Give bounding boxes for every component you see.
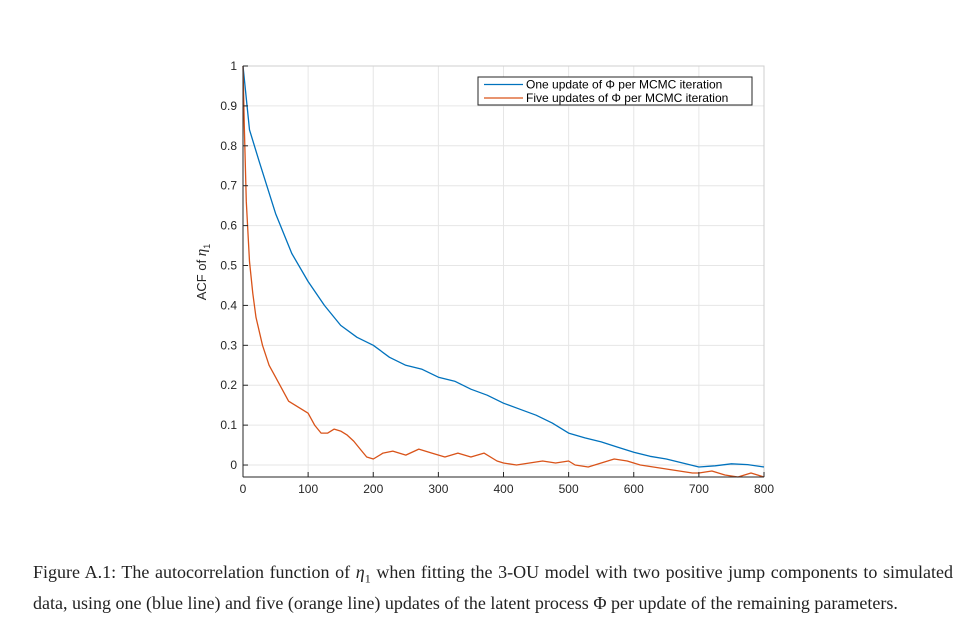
caption-process-symbol: Φ: [593, 592, 607, 613]
y-tick-label: 0.5: [220, 259, 237, 273]
caption-text-after: per update of the remaining parameters.: [606, 592, 898, 613]
x-tick-label: 500: [559, 482, 579, 496]
y-axis-label-symbol: η: [194, 249, 210, 256]
caption-label: Figure A.1:: [33, 562, 122, 582]
figure-caption: Figure A.1: The autocorrelation function…: [33, 560, 953, 615]
y-tick-label: 0.4: [220, 298, 237, 312]
y-axis-label: ACF of η1: [194, 244, 212, 301]
caption-symbol: η: [355, 562, 365, 582]
legend-label-one-update: One update of Φ per MCMC iteration: [526, 78, 722, 92]
y-tick-label: 0.1: [220, 418, 237, 432]
x-axis-ticks: 0 100 200 300 400 500 600 700 800: [240, 472, 774, 496]
acf-chart: 0 100 200 300 400 500 600 700 800 00.10.20.30.40…: [194, 59, 774, 496]
x-tick-label: 800: [754, 482, 774, 496]
caption-subscript: 1: [364, 571, 371, 586]
y-tick-label: 0.7: [220, 179, 237, 193]
y-tick-label: 0: [230, 458, 237, 472]
legend: One update of Φ per MCMC iteration Five …: [477, 76, 753, 106]
x-tick-label: 700: [689, 482, 709, 496]
series-line-one-update: [242, 65, 765, 468]
y-axis-ticks: 0 0.1 0.2 0.3 0.4 0.5 0.6 0.7 0.8 0.9 1: [220, 59, 248, 472]
x-tick-label: 200: [363, 482, 383, 496]
caption-text-before: The autocorrelation function of: [121, 562, 356, 582]
series-layer: [242, 65, 765, 478]
y-tick-label: 0.2: [220, 378, 237, 392]
series-line-five-updates: [242, 65, 765, 478]
x-tick-label: 100: [298, 482, 318, 496]
y-tick-label: 1: [230, 59, 237, 73]
x-tick-label: 600: [624, 482, 644, 496]
grid-lines: [242, 65, 765, 477]
x-tick-label: 300: [428, 482, 448, 496]
x-tick-label: 400: [493, 482, 513, 496]
legend-label-five-updates: Five updates of Φ per MCMC iteration: [526, 91, 728, 105]
y-tick-label: 0.8: [220, 139, 237, 153]
y-axis-label-subscript: 1: [202, 244, 212, 249]
caption-text-middle: when fitting the 3-OU model with two pos…: [33, 562, 953, 613]
y-tick-label: 0.3: [220, 338, 237, 352]
y-tick-label: 0.6: [220, 219, 237, 233]
x-tick-label: 0: [240, 482, 247, 496]
y-tick-label: 0.9: [220, 99, 237, 113]
legend-box: [477, 76, 753, 106]
